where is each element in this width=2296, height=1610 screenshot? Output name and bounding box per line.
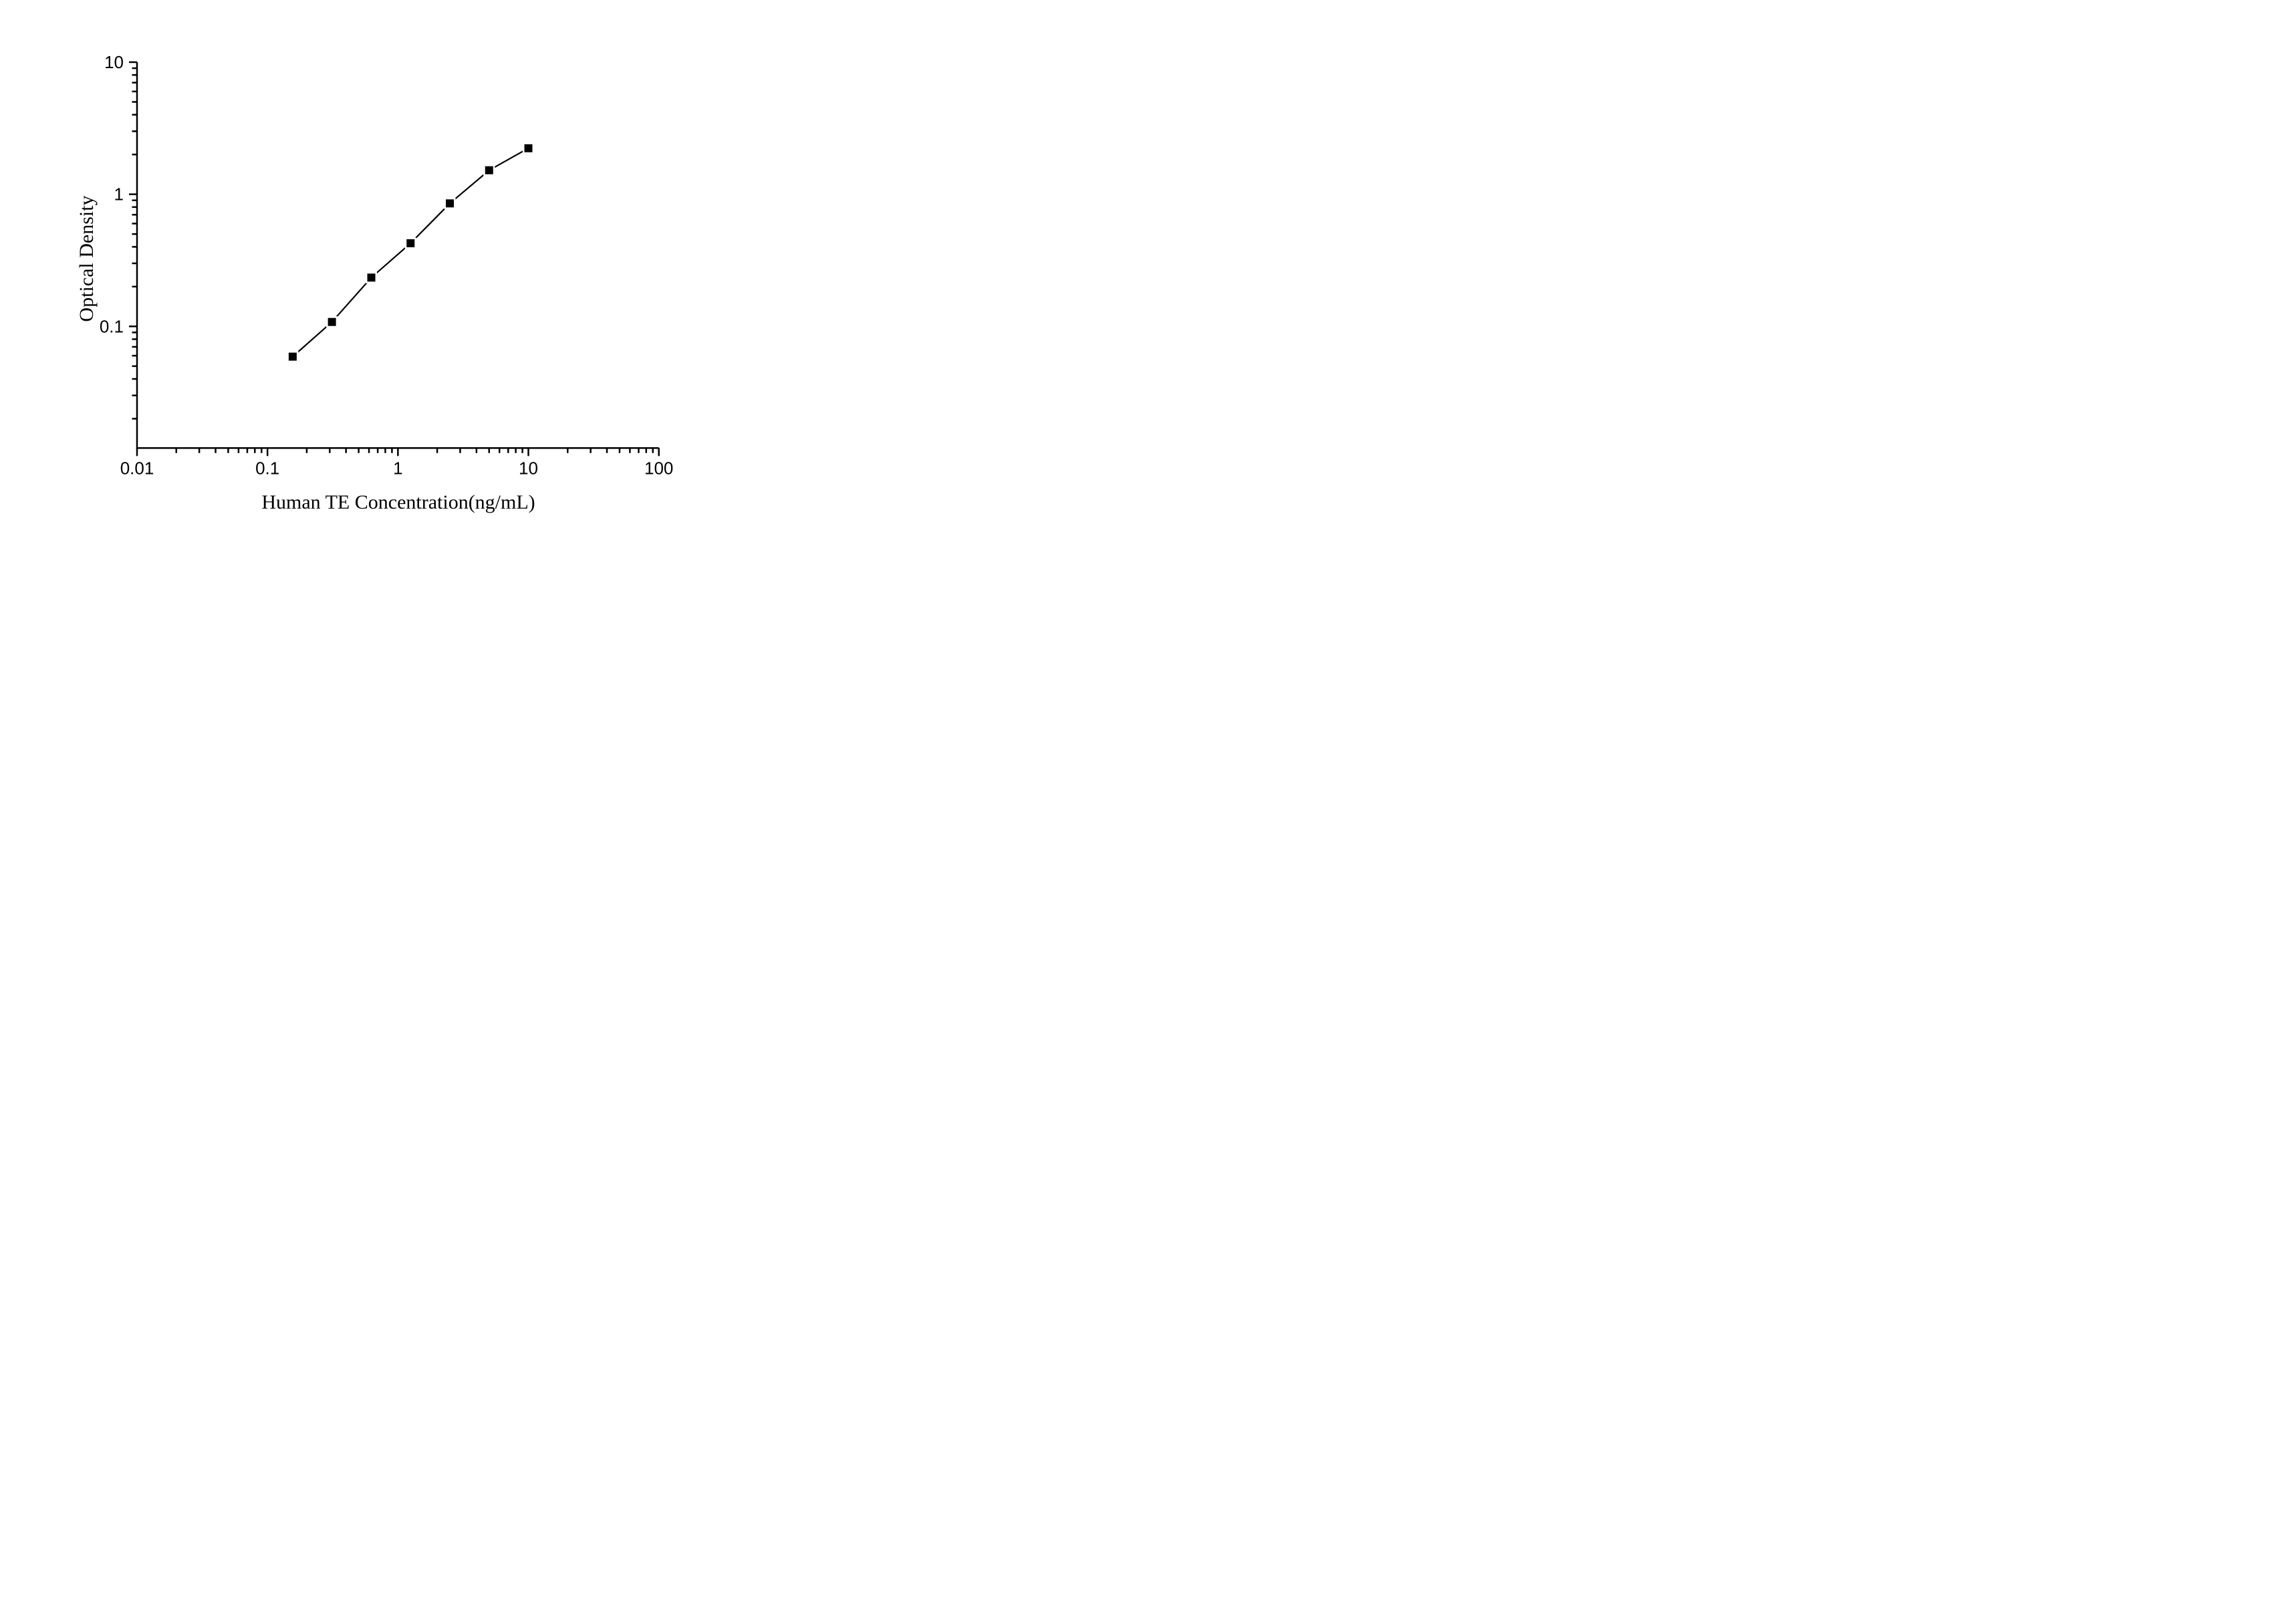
data-point-marker [328,317,336,326]
x-tick-label: 0.01 [120,458,154,478]
y-tick-label: 1 [114,184,124,205]
x-axis-title: Human TE Concentration(ng/mL) [261,491,535,513]
x-tick-label: 1 [393,458,402,478]
data-point-marker [485,166,493,174]
data-point-marker [288,352,297,361]
plot-svg: 0.01 0.1 1 10 100 10 1 0.1 [100,52,674,478]
y-tick-label: 10 [104,52,124,72]
y-tick-label: 0.1 [100,316,124,336]
x-tick-label: 10 [519,458,538,478]
y-axis-title: Optical Density [76,195,98,322]
data-point-marker [367,273,376,282]
data-point-marker [446,199,455,208]
data-point-marker [524,144,533,152]
standard-curve-figure: 0.01 0.1 1 10 100 10 1 0.1 Human TE Concentrati… [0,0,765,537]
x-tick-label: 100 [644,458,673,478]
data-point-marker [406,239,415,247]
x-tick-label: 0.1 [255,458,279,478]
